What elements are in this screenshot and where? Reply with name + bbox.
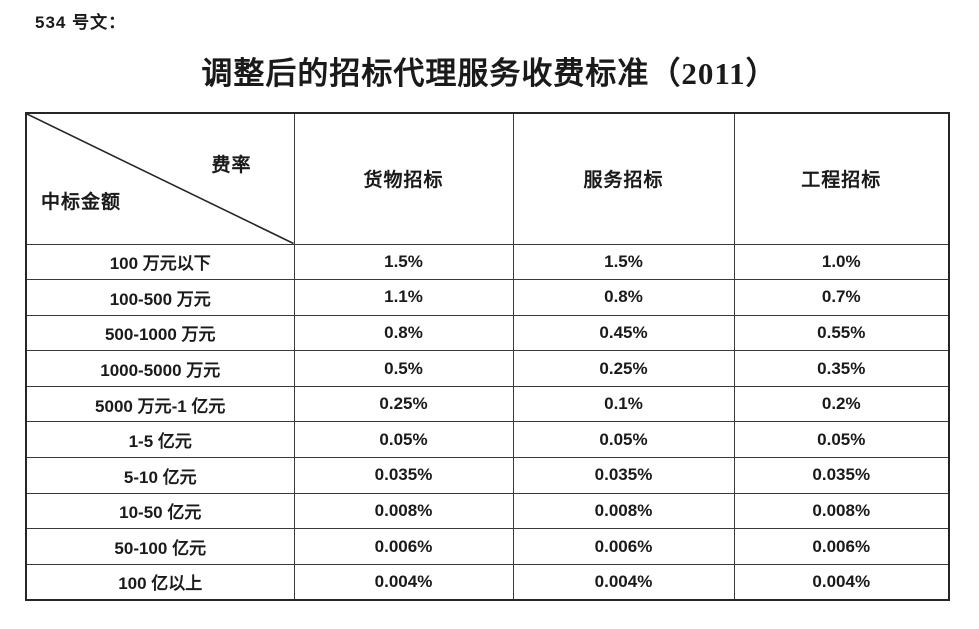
rate-cell: 0.004% [293, 563, 514, 601]
rate-cell: 0.035% [512, 457, 735, 494]
rate-cell: 0.35% [733, 350, 950, 387]
rate-cell: 1.1% [293, 279, 514, 316]
rate-cell: 0.05% [733, 421, 950, 459]
rate-cell: 0.1% [512, 385, 735, 423]
row-label: 5000 万元-1 亿元 [25, 385, 295, 423]
rate-cell: 0.25% [293, 385, 514, 423]
table-row: 5000 万元-1 亿元 0.25% 0.1% 0.2% [25, 385, 950, 423]
rate-cell: 0.05% [293, 421, 514, 459]
rate-cell: 0.2% [733, 385, 950, 423]
table-row: 100 万元以下 1.5% 1.5% 1.0% [25, 243, 950, 281]
rate-cell: 0.006% [512, 528, 735, 565]
column-header-engineering: 工程招标 [733, 112, 950, 245]
diagonal-header-cell: 费率 中标金额 [25, 112, 295, 245]
row-label: 10-50 亿元 [25, 492, 295, 530]
rate-cell: 0.25% [512, 350, 735, 387]
column-header-goods: 货物招标 [293, 112, 514, 245]
rate-cell: 0.8% [293, 314, 514, 352]
rate-cell: 0.008% [293, 492, 514, 530]
column-header-services: 服务招标 [512, 112, 735, 245]
table-row: 5-10 亿元 0.035% 0.035% 0.035% [25, 457, 950, 494]
table-row: 50-100 亿元 0.006% 0.006% 0.006% [25, 528, 950, 565]
row-label: 1000-5000 万元 [25, 350, 295, 387]
rate-cell: 1.5% [512, 243, 735, 281]
diagonal-divider-line [27, 114, 294, 244]
rate-cell: 0.7% [733, 279, 950, 316]
row-label: 100 亿以上 [25, 563, 295, 601]
page-title: 调整后的招标代理服务收费标准（2011） [201, 56, 778, 91]
document-ref-number: 534 号文： [35, 13, 127, 32]
row-label: 1-5 亿元 [25, 421, 295, 459]
table-row: 100 亿以上 0.004% 0.004% 0.004% [25, 563, 950, 601]
table-row: 100-500 万元 1.1% 0.8% 0.7% [25, 279, 950, 316]
row-label: 100-500 万元 [25, 279, 295, 316]
table-row: 1000-5000 万元 0.5% 0.25% 0.35% [25, 350, 950, 387]
rate-cell: 0.5% [293, 350, 514, 387]
table-header-row: 费率 中标金额 货物招标 服务招标 工程招标 [25, 112, 950, 245]
rate-cell: 0.008% [733, 492, 950, 530]
fee-rate-table: 费率 中标金额 货物招标 服务招标 工程招标 100 万元以下 1.5% 1.5… [25, 112, 950, 601]
row-label: 50-100 亿元 [25, 528, 295, 565]
row-label: 5-10 亿元 [25, 457, 295, 494]
rate-cell: 0.035% [733, 457, 950, 494]
corner-label-rate: 费率 [211, 155, 252, 176]
rate-cell: 0.45% [512, 314, 735, 352]
rate-cell: 0.004% [512, 563, 735, 601]
rate-cell: 1.0% [733, 243, 950, 281]
rate-cell: 1.5% [293, 243, 514, 281]
table-row: 500-1000 万元 0.8% 0.45% 0.55% [25, 314, 950, 352]
corner-label-amount: 中标金额 [41, 191, 122, 213]
table-row: 10-50 亿元 0.008% 0.008% 0.008% [25, 492, 950, 530]
row-label: 500-1000 万元 [25, 314, 295, 352]
rate-cell: 0.035% [293, 457, 514, 494]
rate-cell: 0.05% [512, 421, 735, 459]
row-label: 100 万元以下 [25, 243, 295, 281]
rate-cell: 0.006% [293, 528, 514, 565]
rate-cell: 0.006% [733, 528, 950, 565]
rate-cell: 0.008% [512, 492, 735, 530]
rate-cell: 0.8% [512, 279, 735, 316]
rate-cell: 0.004% [733, 563, 950, 601]
table-row: 1-5 亿元 0.05% 0.05% 0.05% [25, 421, 950, 459]
rate-cell: 0.55% [733, 314, 950, 352]
